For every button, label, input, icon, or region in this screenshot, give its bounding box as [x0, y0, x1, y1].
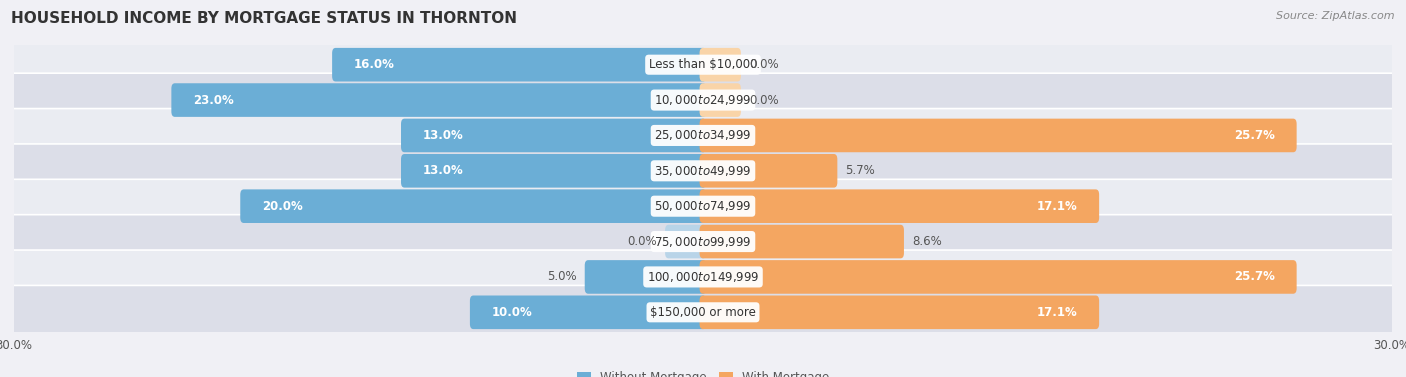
- FancyBboxPatch shape: [3, 215, 1403, 268]
- FancyBboxPatch shape: [700, 154, 838, 188]
- FancyBboxPatch shape: [3, 73, 1403, 127]
- Text: $75,000 to $99,999: $75,000 to $99,999: [654, 234, 752, 248]
- Text: $100,000 to $149,999: $100,000 to $149,999: [647, 270, 759, 284]
- Text: 0.0%: 0.0%: [627, 235, 657, 248]
- Legend: Without Mortgage, With Mortgage: Without Mortgage, With Mortgage: [572, 366, 834, 377]
- Text: 13.0%: 13.0%: [423, 129, 464, 142]
- FancyBboxPatch shape: [3, 250, 1403, 304]
- FancyBboxPatch shape: [700, 48, 741, 81]
- Text: 17.1%: 17.1%: [1036, 200, 1077, 213]
- FancyBboxPatch shape: [700, 260, 1296, 294]
- FancyBboxPatch shape: [700, 119, 1296, 152]
- FancyBboxPatch shape: [172, 83, 706, 117]
- Text: $150,000 or more: $150,000 or more: [650, 306, 756, 319]
- Text: 25.7%: 25.7%: [1234, 129, 1275, 142]
- Text: $50,000 to $74,999: $50,000 to $74,999: [654, 199, 752, 213]
- Text: 17.1%: 17.1%: [1036, 306, 1077, 319]
- FancyBboxPatch shape: [700, 83, 741, 117]
- Text: 25.7%: 25.7%: [1234, 270, 1275, 284]
- FancyBboxPatch shape: [240, 189, 706, 223]
- Text: 16.0%: 16.0%: [354, 58, 395, 71]
- FancyBboxPatch shape: [332, 48, 706, 81]
- FancyBboxPatch shape: [3, 109, 1403, 162]
- FancyBboxPatch shape: [700, 189, 1099, 223]
- Text: Less than $10,000: Less than $10,000: [648, 58, 758, 71]
- FancyBboxPatch shape: [3, 285, 1403, 339]
- FancyBboxPatch shape: [470, 296, 706, 329]
- Text: $35,000 to $49,999: $35,000 to $49,999: [654, 164, 752, 178]
- FancyBboxPatch shape: [401, 119, 706, 152]
- Text: 13.0%: 13.0%: [423, 164, 464, 177]
- FancyBboxPatch shape: [3, 38, 1403, 92]
- Text: $25,000 to $34,999: $25,000 to $34,999: [654, 129, 752, 143]
- FancyBboxPatch shape: [3, 179, 1403, 233]
- Text: Source: ZipAtlas.com: Source: ZipAtlas.com: [1277, 11, 1395, 21]
- Text: 5.7%: 5.7%: [845, 164, 875, 177]
- Text: 23.0%: 23.0%: [193, 93, 233, 107]
- Text: 0.0%: 0.0%: [749, 58, 779, 71]
- Text: $10,000 to $24,999: $10,000 to $24,999: [654, 93, 752, 107]
- FancyBboxPatch shape: [665, 225, 706, 258]
- FancyBboxPatch shape: [401, 154, 706, 188]
- Text: 8.6%: 8.6%: [912, 235, 942, 248]
- Text: 5.0%: 5.0%: [547, 270, 576, 284]
- Text: HOUSEHOLD INCOME BY MORTGAGE STATUS IN THORNTON: HOUSEHOLD INCOME BY MORTGAGE STATUS IN T…: [11, 11, 517, 26]
- FancyBboxPatch shape: [700, 225, 904, 258]
- FancyBboxPatch shape: [3, 144, 1403, 198]
- FancyBboxPatch shape: [585, 260, 706, 294]
- Text: 0.0%: 0.0%: [749, 93, 779, 107]
- FancyBboxPatch shape: [700, 296, 1099, 329]
- Text: 10.0%: 10.0%: [492, 306, 533, 319]
- Text: 20.0%: 20.0%: [262, 200, 302, 213]
